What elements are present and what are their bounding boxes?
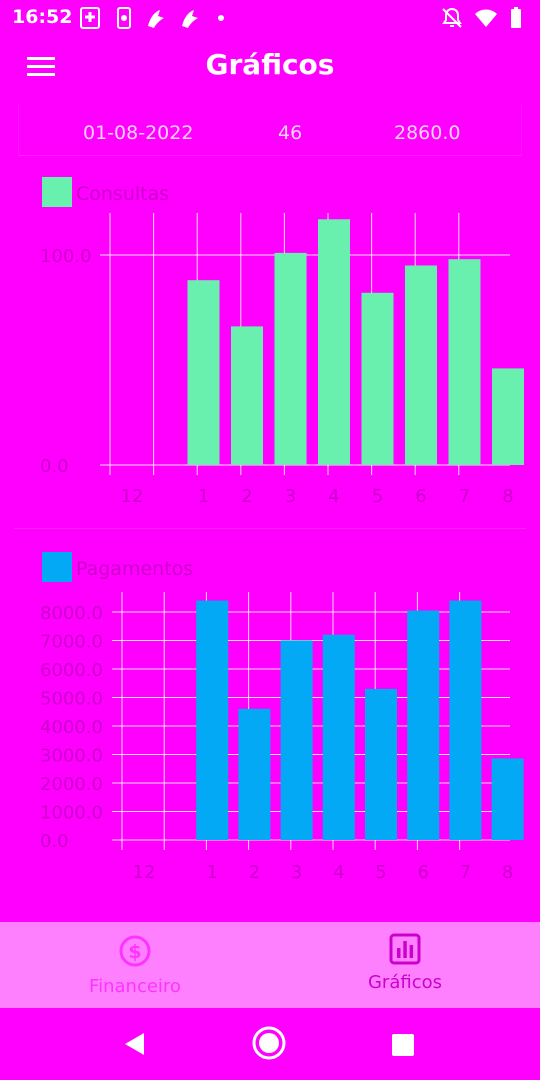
bar [231, 326, 263, 465]
chart-divider [14, 528, 526, 529]
y-tick-label: 7000.0 [40, 631, 103, 652]
summary-count: 46 [278, 122, 303, 144]
app-notification-icon [148, 10, 164, 28]
recents-icon[interactable] [390, 1032, 416, 1058]
status-bar: 16:52 [0, 0, 540, 36]
bar [322, 634, 355, 840]
bar [280, 640, 313, 840]
x-tick-label: 6 [415, 486, 426, 507]
bar [405, 265, 437, 465]
first-aid-notification-icon [80, 7, 100, 29]
bar [407, 610, 440, 840]
nav-label-graficos: Gráficos [367, 972, 442, 993]
wifi-icon [475, 9, 497, 27]
system-nav [0, 1008, 540, 1080]
legend-label: Pagamentos [76, 558, 193, 580]
dollar-circle-icon: $ [119, 935, 151, 967]
bar-chart-icon [389, 933, 421, 965]
legend-swatch [42, 552, 72, 582]
menu-icon [27, 57, 55, 60]
legend-swatch [42, 177, 72, 207]
home-icon[interactable] [251, 1025, 287, 1061]
y-tick-label: 8000.0 [40, 603, 103, 624]
pagamentos-chart: Pagamentos 0.0 1000.0 2000.0 3000.0 4000.0 500… [40, 552, 524, 883]
bar [491, 758, 524, 840]
summary-date: 01-08-2022 [83, 122, 194, 144]
phone-notification-icon [117, 7, 131, 29]
bar [361, 292, 394, 465]
x-tick-label: 6 [417, 862, 428, 883]
bar [365, 688, 397, 840]
bar [196, 600, 229, 840]
summary-row: 01-08-2022 46 2860.0 [18, 104, 522, 156]
x-tick-label: 4 [333, 862, 344, 883]
status-time: 16:52 [12, 6, 73, 28]
y-tick-label: 5000.0 [40, 688, 103, 709]
bar [238, 708, 271, 840]
svg-text:$: $ [128, 941, 141, 963]
bar [318, 219, 350, 465]
x-tick-label: 8 [502, 862, 513, 883]
x-tick-label: 3 [285, 486, 296, 507]
y-tick-label: 100.0 [40, 246, 92, 267]
y-tick-label: 4000.0 [40, 717, 103, 738]
bottom-nav: $ Financeiro Gráficos [0, 922, 540, 1008]
y-tick-label: 1000.0 [40, 802, 103, 823]
x-tick-label: 8 [502, 486, 513, 507]
x-tick-label: 1 [198, 486, 209, 507]
notifications-off-icon [442, 7, 462, 28]
legend-label: Consultas [76, 183, 169, 205]
x-tick-label: 7 [459, 486, 470, 507]
bar [448, 259, 481, 465]
x-tick-label: 12 [121, 486, 144, 507]
x-tick-label: 4 [328, 486, 339, 507]
y-tick-label: 2000.0 [40, 774, 103, 795]
x-tick-label: 5 [375, 862, 386, 883]
nav-item-graficos[interactable]: Gráficos [270, 922, 540, 1008]
back-icon[interactable] [120, 1030, 148, 1058]
x-tick-label: 5 [372, 486, 383, 507]
x-tick-label: 2 [241, 486, 252, 507]
x-tick-label: 12 [133, 862, 156, 883]
summary-amount: 2860.0 [394, 122, 461, 144]
y-tick-label: 6000.0 [40, 660, 103, 681]
battery-icon [511, 7, 521, 28]
dot-icon [218, 15, 224, 21]
y-tick-label: 0.0 [40, 831, 69, 852]
y-tick-label: 0.0 [40, 456, 69, 477]
bar [492, 368, 524, 465]
bar [274, 252, 307, 465]
page-title: Gráficos [205, 48, 335, 81]
y-tick-label: 3000.0 [40, 745, 103, 766]
nav-item-financeiro[interactable]: $ Financeiro [0, 922, 270, 1008]
bar [187, 280, 220, 465]
menu-button[interactable] [20, 49, 60, 85]
app-notification-icon [182, 10, 198, 28]
x-tick-label: 2 [249, 862, 260, 883]
app-bar: Gráficos [0, 36, 540, 98]
bar [449, 600, 482, 840]
x-tick-label: 1 [206, 862, 217, 883]
nav-label-financeiro: Financeiro [89, 976, 181, 997]
x-tick-label: 7 [460, 862, 471, 883]
x-tick-label: 3 [291, 862, 302, 883]
